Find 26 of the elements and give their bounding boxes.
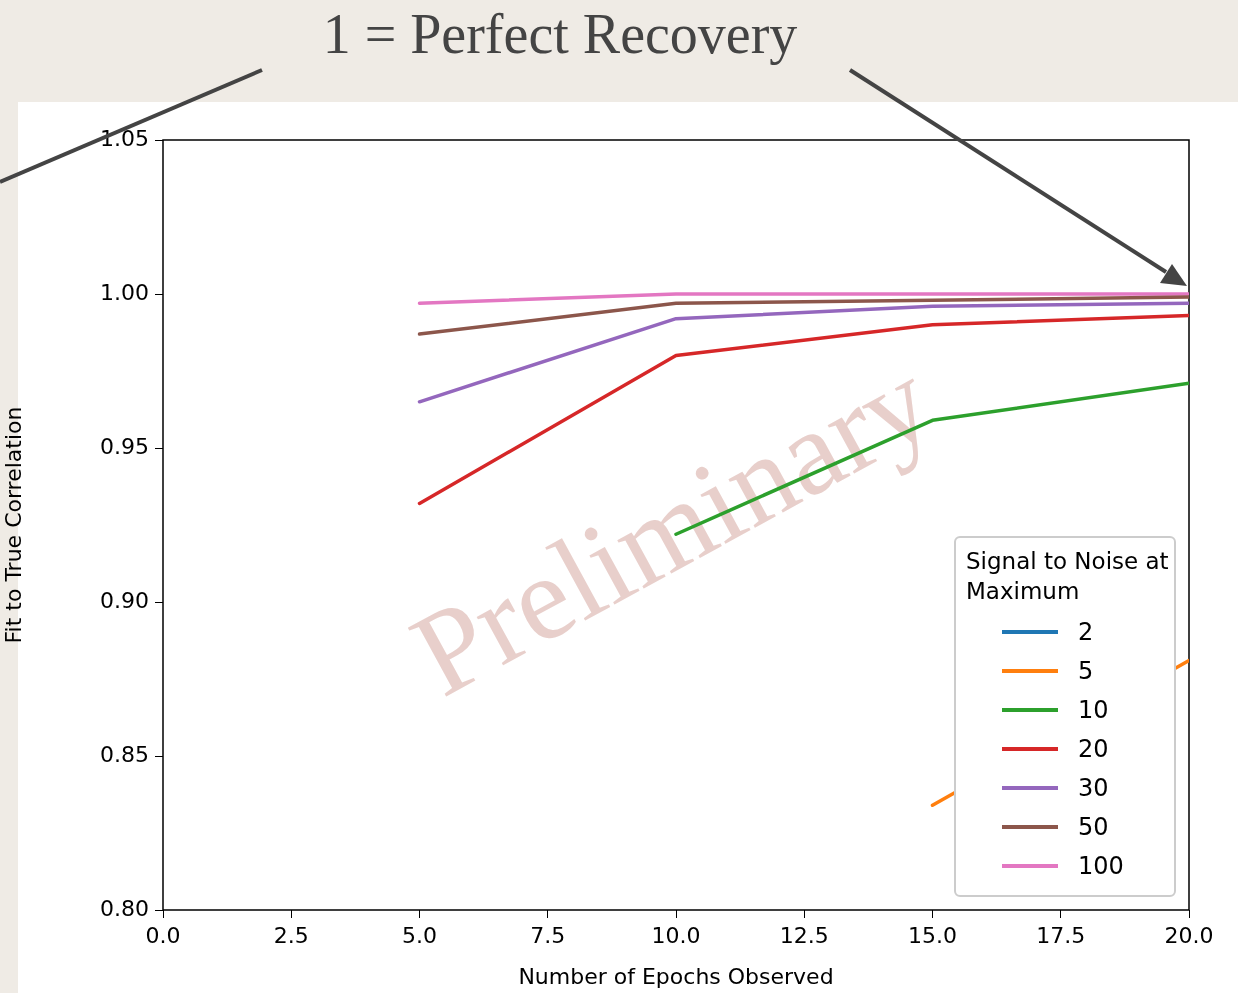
legend-label: 20: [1078, 734, 1109, 763]
x-tick-label: 12.5: [779, 922, 829, 948]
y-tick-label: 0.90: [100, 587, 149, 613]
x-axis-title: Number of Epochs Observed: [518, 963, 834, 989]
y-tick-label: 0.80: [100, 895, 149, 921]
x-tick-label: 7.5: [530, 922, 566, 948]
y-tick-label: 1.00: [100, 279, 149, 305]
y-axis-title: Fit to True Correlation: [0, 406, 26, 644]
x-tick-label: 20.0: [1164, 922, 1214, 948]
legend-label: 30: [1078, 773, 1109, 802]
legend-title: Signal to Noise at Maximum: [966, 547, 1170, 606]
y-tick-label: 0.85: [100, 741, 149, 767]
y-tick-label: 0.95: [100, 433, 149, 459]
legend-label: 50: [1078, 812, 1109, 841]
x-tick-label: 10.0: [651, 922, 701, 948]
legend-label: 100: [1078, 851, 1124, 880]
legend-label: 2: [1078, 617, 1094, 646]
x-tick-label: 17.5: [1036, 922, 1086, 948]
x-tick-label: 0.0: [145, 922, 181, 948]
y-tick-label: 1.05: [100, 125, 149, 151]
legend-label: 10: [1078, 695, 1109, 724]
x-tick-label: 2.5: [273, 922, 309, 948]
x-tick-label: 15.0: [908, 922, 957, 948]
text: 1 = Perfect Recovery: [322, 2, 798, 65]
x-tick-label: 5.0: [402, 922, 437, 948]
legend-label: 5: [1078, 656, 1094, 685]
